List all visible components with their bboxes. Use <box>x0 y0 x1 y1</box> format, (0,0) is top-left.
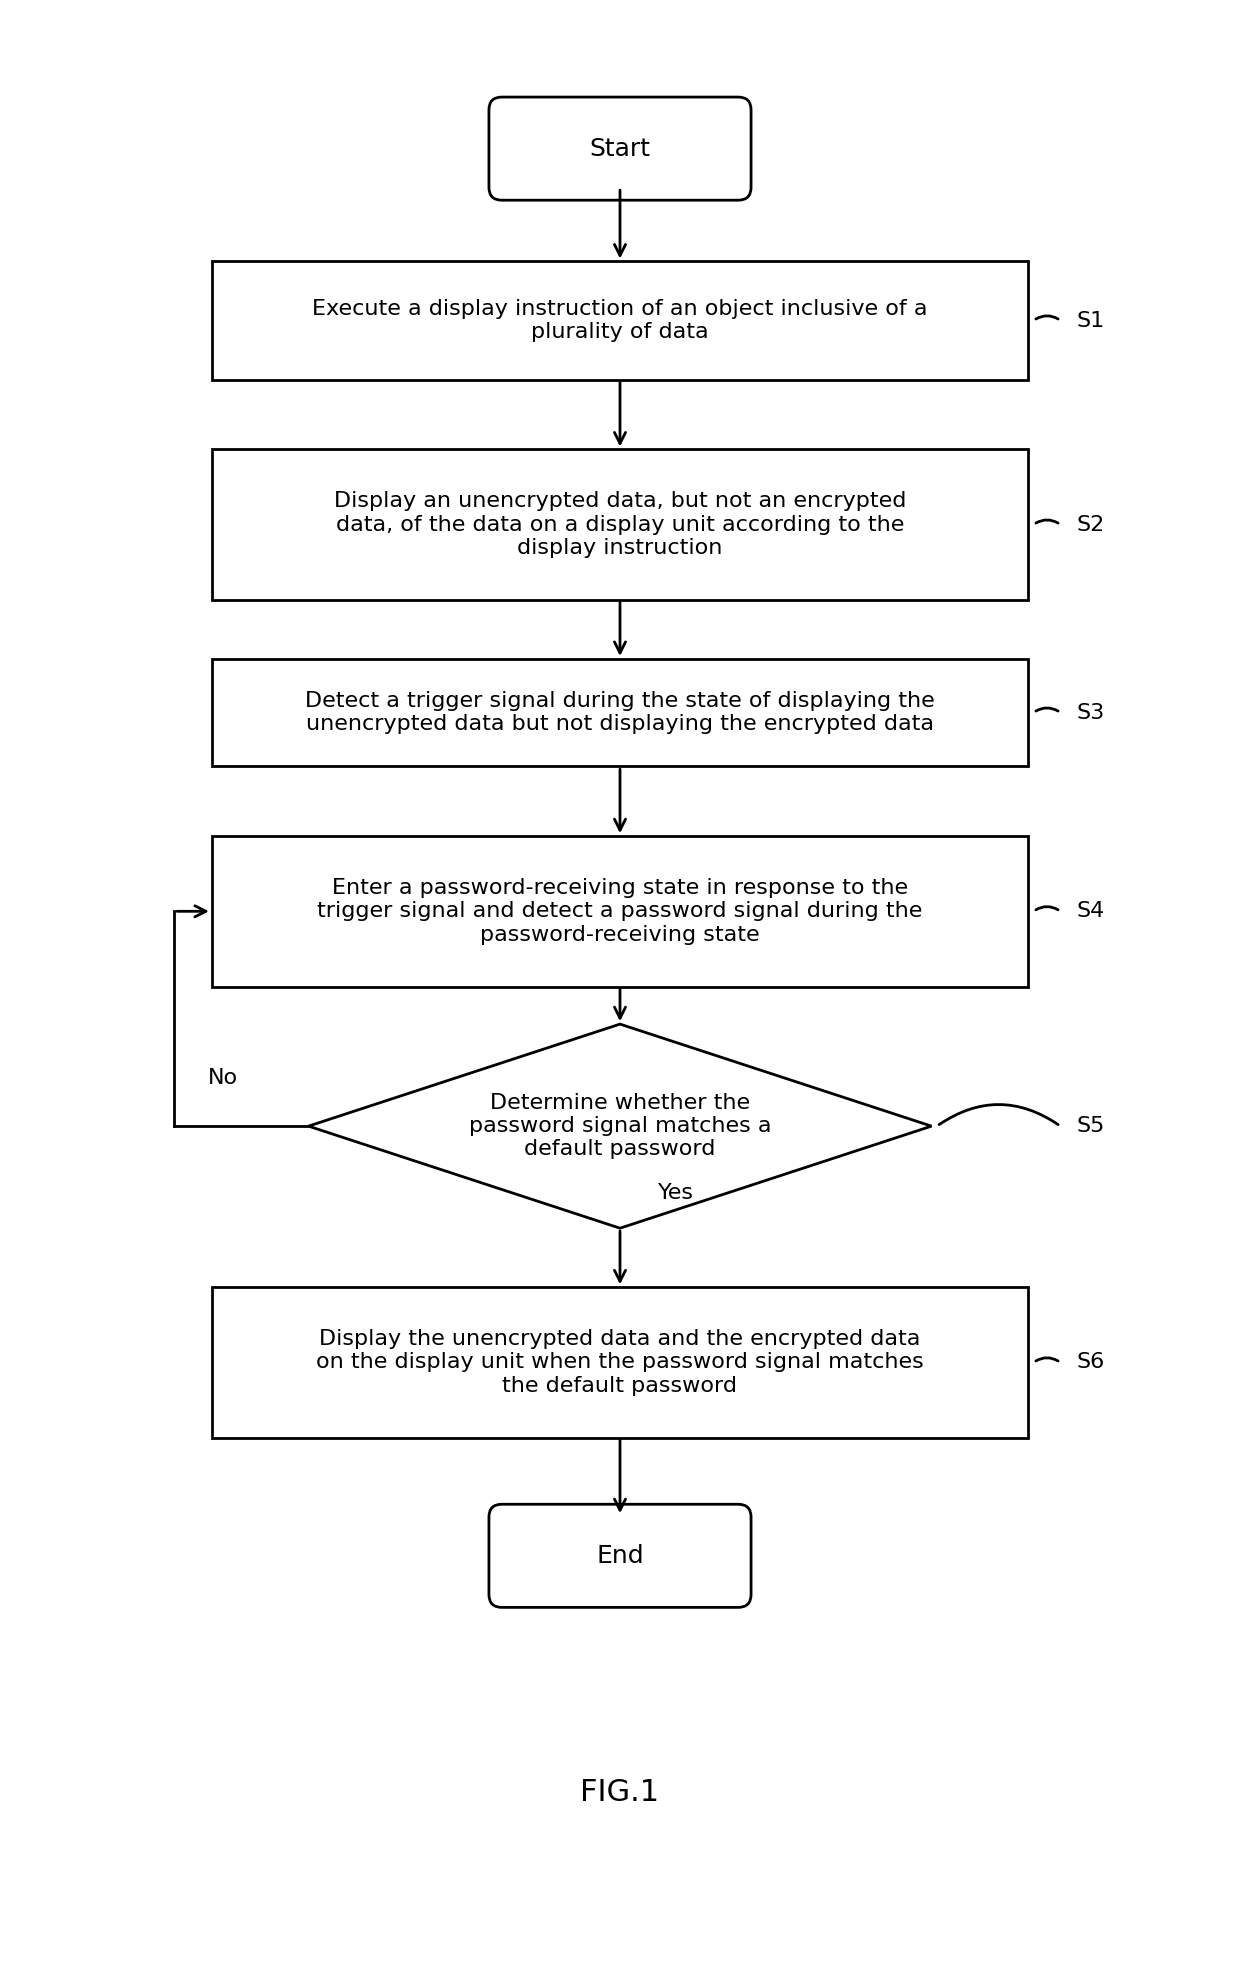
Bar <box>212 262 1028 379</box>
Text: Determine whether the
password signal matches a
default password: Determine whether the password signal ma… <box>469 1093 771 1160</box>
Text: FIG.1: FIG.1 <box>580 1778 660 1807</box>
Text: S3: S3 <box>1076 702 1105 722</box>
Text: Execute a display instruction of an object inclusive of a
plurality of data: Execute a display instruction of an obje… <box>312 298 928 341</box>
Text: Display the unencrypted data and the encrypted data
on the display unit when the: Display the unencrypted data and the enc… <box>316 1330 924 1395</box>
Polygon shape <box>309 1024 931 1227</box>
FancyBboxPatch shape <box>489 97 751 199</box>
Text: S6: S6 <box>1076 1352 1105 1373</box>
Bar <box>212 450 1028 600</box>
Text: Enter a password-receiving state in response to the
trigger signal and detect a : Enter a password-receiving state in resp… <box>317 878 923 945</box>
Bar <box>212 837 1028 986</box>
Text: No: No <box>207 1067 238 1087</box>
Text: S5: S5 <box>1076 1117 1105 1136</box>
Text: Detect a trigger signal during the state of displaying the
unencrypted data but : Detect a trigger signal during the state… <box>305 691 935 734</box>
Text: End: End <box>596 1543 644 1569</box>
Text: S2: S2 <box>1076 515 1105 535</box>
Bar <box>212 659 1028 766</box>
Text: Display an unencrypted data, but not an encrypted
data, of the data on a display: Display an unencrypted data, but not an … <box>334 491 906 558</box>
Bar <box>212 1286 1028 1438</box>
Text: Yes: Yes <box>657 1182 693 1204</box>
FancyBboxPatch shape <box>489 1503 751 1608</box>
Text: S1: S1 <box>1076 310 1105 331</box>
Text: Start: Start <box>589 136 651 160</box>
Text: S4: S4 <box>1076 902 1105 921</box>
